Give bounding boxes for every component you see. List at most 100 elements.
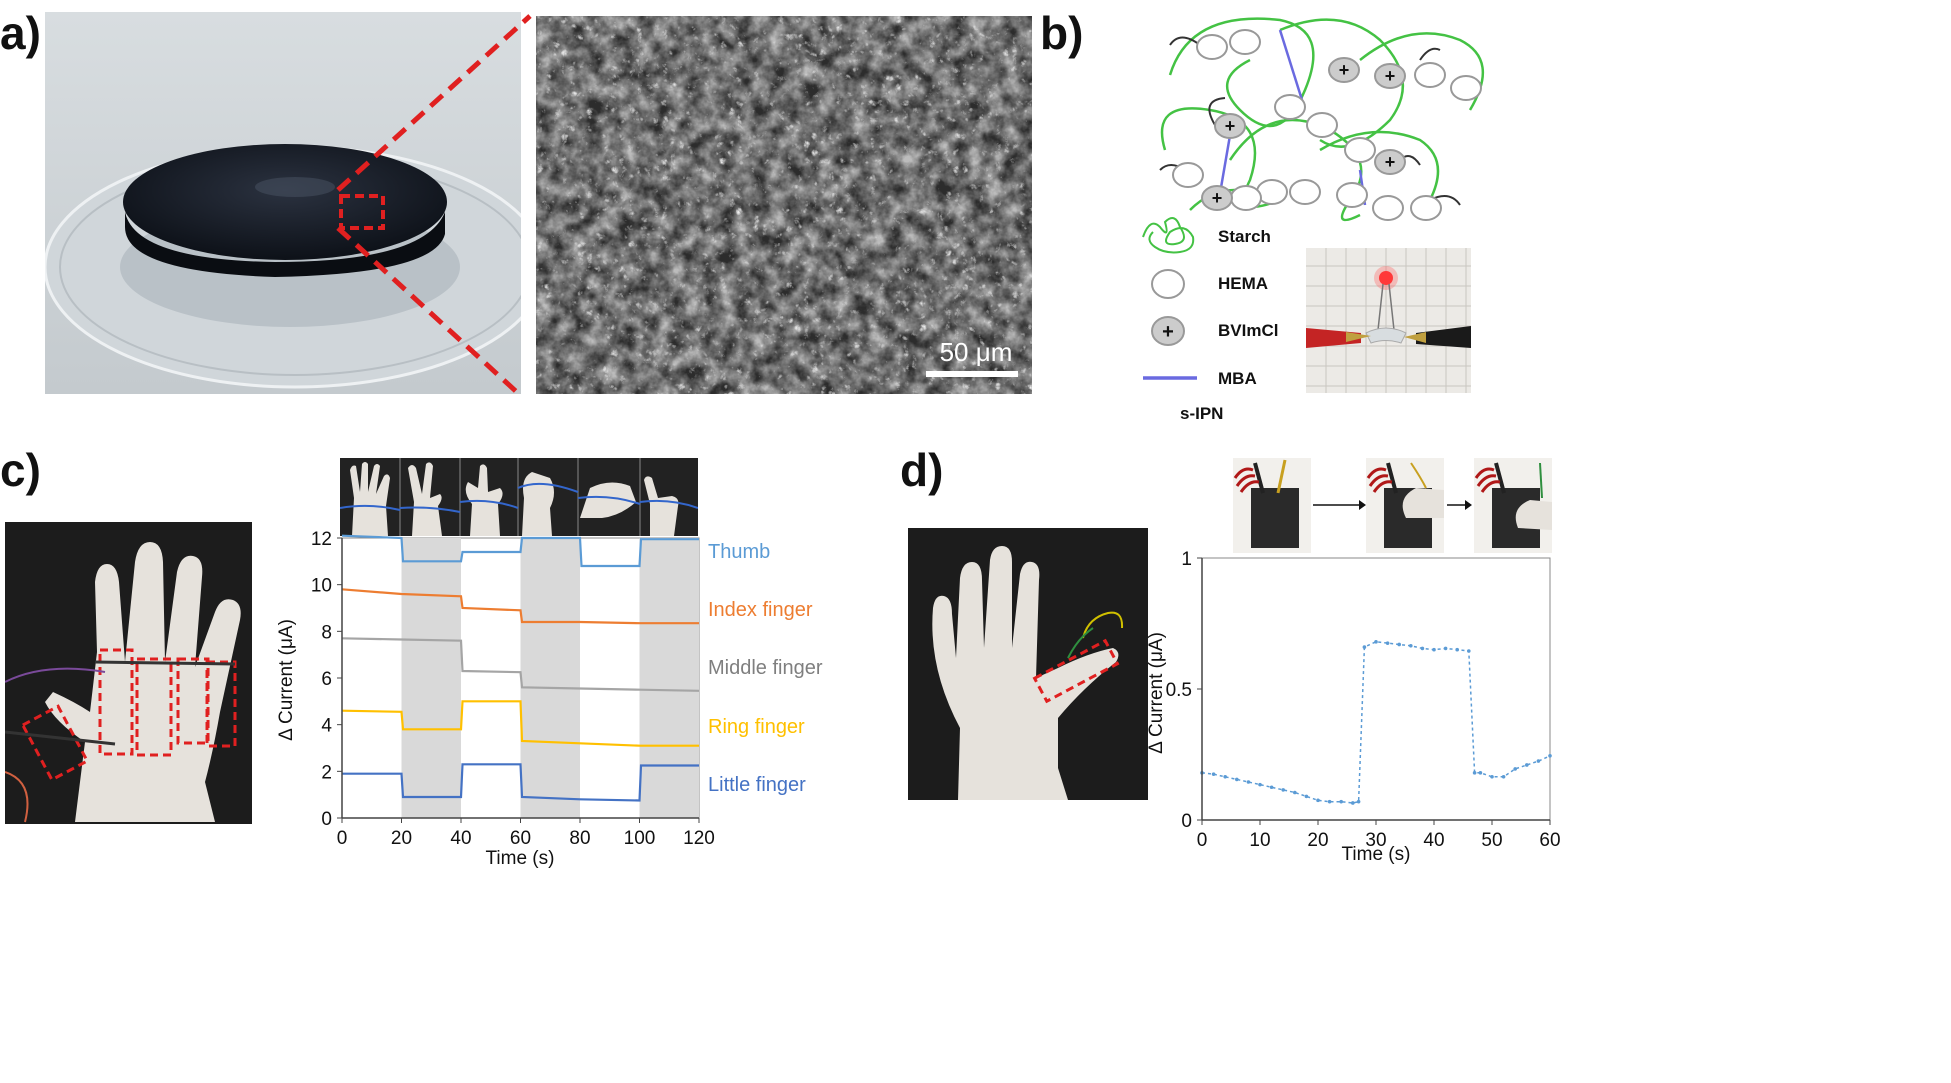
chart-d-y-tick-label: 0	[1181, 811, 1192, 832]
glove-photo-d	[908, 528, 1148, 800]
network-schematic: + + + + +	[1159, 17, 1485, 222]
legend-bvimcl: BVImCl	[1218, 321, 1279, 340]
chart-c-x-tick-label: 40	[450, 828, 471, 849]
chart-d-plot-area	[1201, 557, 1551, 821]
hydrogel-illustration	[45, 12, 521, 394]
chart-c-y-tick-label: 8	[321, 622, 332, 643]
penholder-illustration-1	[1233, 459, 1299, 548]
chart-c-y-tick-label: 2	[321, 762, 332, 783]
chart-d-data-point	[1351, 801, 1355, 805]
chart-d-data-point	[1293, 790, 1297, 795]
panel-label-d: d)	[900, 444, 944, 496]
chart-c-x-tick-label: 120	[683, 828, 715, 849]
panel-label-b: b)	[1040, 7, 1084, 59]
chart-d-data-point	[1304, 794, 1309, 799]
series-label-little: Little finger	[708, 774, 806, 796]
chart-d-y-tick-label: 1	[1181, 549, 1192, 570]
svg-text:+: +	[1385, 152, 1396, 172]
legend-mba: MBA	[1218, 369, 1257, 388]
chart-c-x-tick-label: 60	[510, 828, 531, 849]
chart-d-data-point	[1269, 785, 1274, 790]
chart-c-series-line-little-finger	[342, 763, 699, 802]
chart-d-data-point	[1356, 799, 1361, 804]
chart-d-data-point	[1258, 782, 1262, 787]
chart-d-data-point	[1235, 777, 1239, 782]
glove-illustration-d	[932, 546, 1124, 800]
svg-text:+: +	[1212, 188, 1223, 208]
chart-d-data-point	[1362, 645, 1367, 649]
chart-d-data-point	[1490, 774, 1494, 779]
penholder-illustration-2	[1366, 462, 1444, 548]
sem-texture: 50 μm	[536, 16, 1032, 394]
legend-starch: Starch	[1218, 227, 1271, 246]
arrow-right-icon	[1447, 500, 1472, 510]
chart-d-xlabel: Time (s)	[1342, 844, 1411, 865]
chart-c-x-tick-label: 100	[624, 828, 656, 849]
chart-c-shaded-interval	[639, 538, 699, 818]
chart-d-data-point	[1385, 641, 1390, 645]
led-illustration	[1306, 248, 1471, 393]
chart-d-data-point	[1467, 649, 1471, 653]
plus-circle-icon	[1151, 316, 1185, 346]
panel-label-c: c)	[0, 444, 41, 496]
hydrogel-photo	[45, 12, 521, 394]
chart-d-data-point	[1420, 646, 1425, 651]
chart-d-data-point	[1472, 771, 1477, 775]
chart-d-x-tick-label: 40	[1423, 830, 1444, 851]
chart-d-data-point	[1316, 798, 1320, 803]
chart-c-x-tick-label: 0	[337, 828, 348, 849]
legend-icons: +	[1142, 217, 1197, 380]
chart-d-x-tick-label: 20	[1307, 830, 1328, 851]
chart-d-data-point	[1443, 646, 1448, 651]
chart-d-data-point	[1548, 754, 1552, 758]
chart-c-ylabel: Δ Current (μA)	[276, 619, 297, 741]
chart-c-shaded-interval	[401, 538, 461, 818]
chart-c-x-tick-label: 80	[569, 828, 590, 849]
chart-d-data-point	[1223, 774, 1227, 779]
series-label-ring: Ring finger	[708, 716, 805, 738]
led-circuit-photo	[1306, 248, 1471, 393]
svg-text:+: +	[1385, 66, 1396, 86]
chart-d-data-point	[1374, 640, 1378, 644]
chart-d-data-point	[1211, 772, 1216, 776]
chart-d-x-tick-label: 10	[1249, 830, 1270, 851]
chart-d-data-point	[1397, 642, 1401, 647]
chart-d: 0 10 20 30 40 50 60 0 0.5 1 Δ Current (μA) Time (…	[1146, 549, 1560, 865]
series-label-index: Index finger	[708, 599, 813, 621]
gesture-strip-c	[340, 458, 698, 536]
svg-text:+: +	[1339, 60, 1350, 80]
chart-d-ylabel: Δ Current (μA)	[1146, 632, 1167, 754]
chart-c-xlabel: Time (s)	[486, 848, 555, 869]
penholder-photo-3	[1474, 458, 1552, 553]
chart-d-data-point	[1513, 767, 1517, 771]
svg-text:+: +	[1225, 116, 1236, 136]
penholder-illustration-3	[1474, 462, 1552, 548]
chart-c-series-line-ring-finger	[341, 700, 699, 747]
chart-c-shaded-interval	[520, 538, 580, 818]
legend-hema: HEMA	[1218, 274, 1269, 293]
chart-d-data-point	[1281, 788, 1285, 792]
chart-d-data-point	[1327, 799, 1332, 804]
glove-illustration-c	[5, 542, 241, 823]
glove-photo-c	[5, 522, 252, 824]
panel-label-a: a)	[0, 7, 41, 59]
chart-d-x-tick-label: 0	[1197, 830, 1208, 851]
chart-c-y-tick-label: 12	[311, 530, 332, 550]
scale-bar-label: 50 μm	[940, 337, 1013, 367]
chart-d-data-point	[1478, 771, 1483, 775]
starch-coil-icon	[1142, 217, 1195, 254]
chart-c-series-line-index-finger	[341, 588, 699, 625]
arrow-right-icon	[1313, 500, 1366, 510]
chart-d-data-point	[1339, 799, 1343, 804]
penholder-photo-1	[1233, 458, 1311, 553]
penholder-photo-2	[1366, 458, 1444, 553]
chart-d-data-point	[1455, 647, 1459, 652]
chart-c-y-tick-label: 4	[321, 716, 332, 737]
open-circle-icon	[1151, 269, 1185, 299]
chart-c-y-tick-label: 0	[321, 809, 332, 830]
chart-d-x-tick-label: 30	[1365, 830, 1386, 851]
chart-d-data-point	[1525, 763, 1529, 767]
chart-c-series-line-middle-finger	[341, 637, 700, 692]
chart-d-y-tick-label: 0.5	[1166, 680, 1192, 701]
